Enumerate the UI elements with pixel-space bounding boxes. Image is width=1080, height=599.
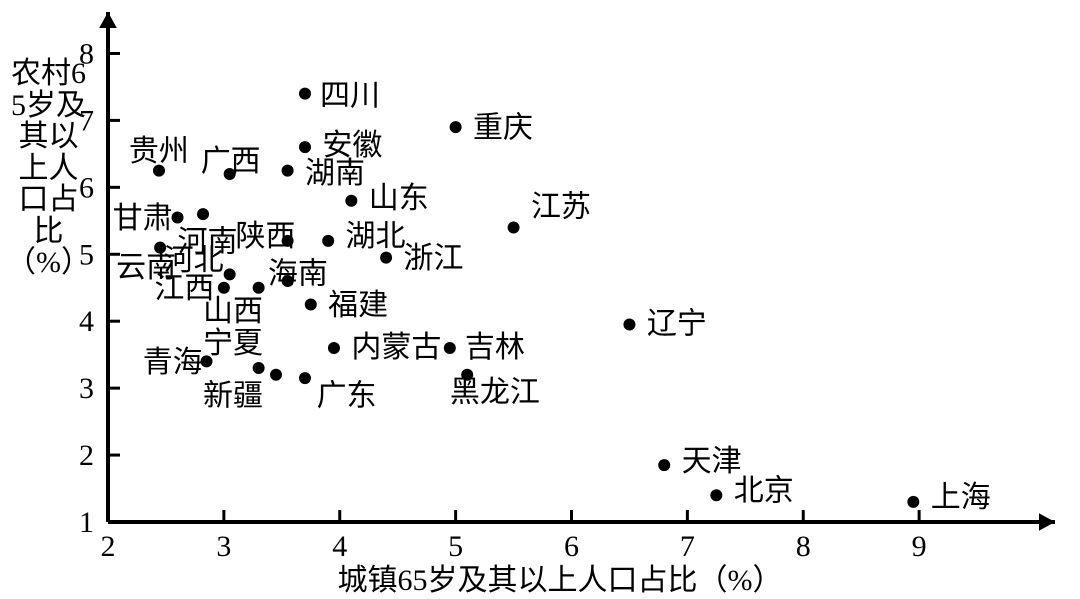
data-label: 湖南 [305,157,365,190]
data-label: 黑龙江 [450,376,540,409]
data-label: 甘肃 [113,202,173,235]
data-point [322,235,334,247]
data-point [172,211,184,223]
data-label: 浙江 [403,242,463,275]
x-axis-title: 城镇65岁及其以上人口占比（%） [338,564,783,597]
data-point [508,221,520,233]
data-point [710,489,722,501]
x-tick-label: 6 [564,530,579,563]
data-label: 宁夏 [203,327,263,360]
x-tick-label: 9 [912,530,927,563]
data-label: 陕西 [235,220,295,253]
data-label: 北京 [734,474,794,507]
data-point [299,372,311,384]
data-point [299,141,311,153]
data-point [907,496,919,508]
y-tick-label: 3 [79,372,94,405]
data-label: 四川 [320,79,380,112]
data-point [270,369,282,381]
data-label: 天津 [682,445,742,478]
data-label: 贵州 [129,135,189,168]
x-tick-label: 7 [680,530,695,563]
data-label: 上海 [931,481,991,514]
data-label: 海南 [268,258,328,291]
x-axis-arrow [1039,513,1055,531]
data-point [282,165,294,177]
x-tick-label: 4 [332,530,347,563]
data-point [380,252,392,264]
data-label: 广西 [201,145,261,178]
data-point [253,362,265,374]
data-label: 青海 [143,346,203,379]
data-label: 山西 [203,295,263,328]
data-point [328,342,340,354]
data-label: 湖北 [346,220,406,253]
x-tick-label: 8 [796,530,811,563]
data-point [444,342,456,354]
data-point [305,298,317,310]
data-label: 新疆 [203,379,263,412]
data-point [450,121,462,133]
y-axis-arrow [99,12,117,28]
x-tick-label: 2 [101,530,116,563]
data-label: 重庆 [473,112,533,145]
data-point [345,195,357,207]
data-label: 辽宁 [647,308,707,341]
data-label: 福建 [328,289,388,322]
data-point [224,268,236,280]
y-axis-title: 农村65岁及其以上人口占比（%） [6,58,40,279]
data-point [253,282,265,294]
data-label: 吉林 [465,331,525,364]
data-label: 山东 [369,182,429,215]
data-point [623,319,635,331]
data-label: 内蒙古 [351,331,441,364]
data-label: 江苏 [531,191,591,224]
x-tick-label: 5 [448,530,463,563]
data-point [218,282,230,294]
y-tick-label: 2 [79,439,94,472]
data-point [658,459,670,471]
data-point [299,88,311,100]
y-tick-label: 1 [79,506,94,539]
data-label: 广东 [317,379,377,412]
x-tick-label: 3 [216,530,231,563]
scatter-chart: 2345678912345678城镇65岁及其以上人口占比（%）贵州甘肃云南广西… [0,0,1080,599]
data-point [197,208,209,220]
y-tick-label: 4 [79,305,94,338]
chart-svg: 2345678912345678城镇65岁及其以上人口占比（%）贵州甘肃云南广西… [0,0,1080,599]
